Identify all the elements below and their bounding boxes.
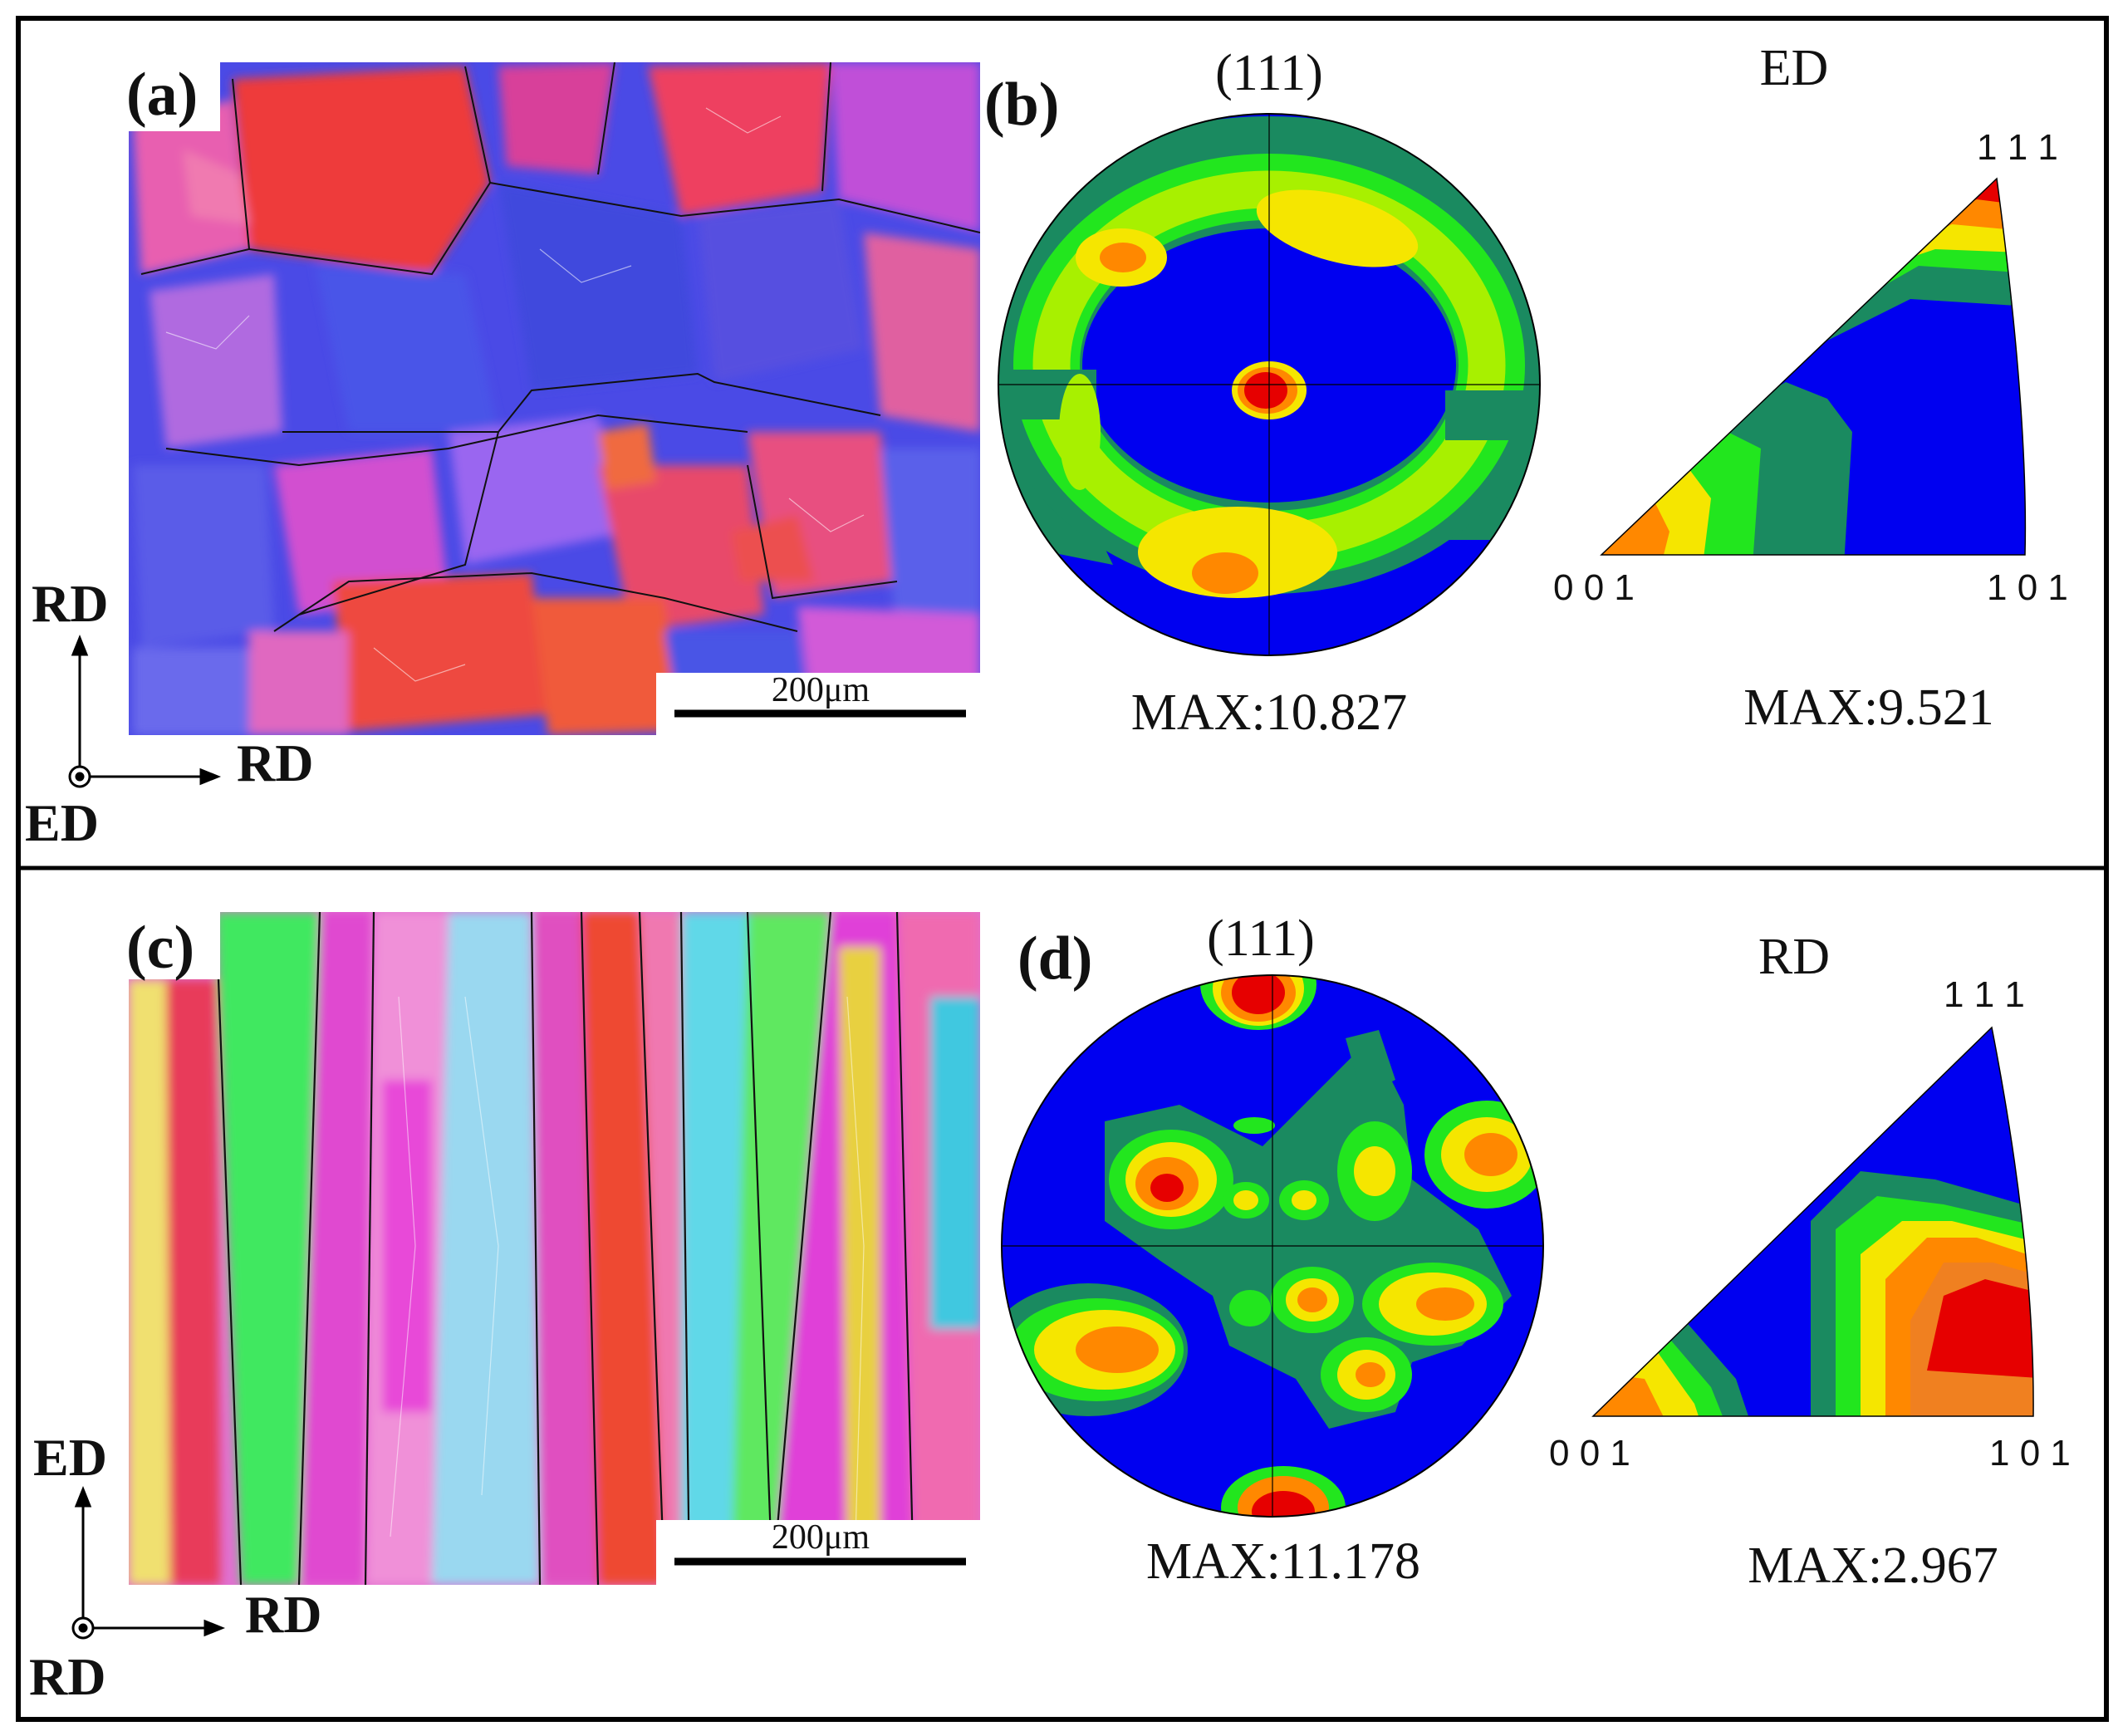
ipf-corner-right-b: 1 0 1: [1987, 567, 2068, 608]
ipf-corner-left-b: 0 0 1: [1553, 567, 1635, 608]
pole-figure-d: [1001, 974, 1544, 1518]
inverse-pole-figure-b: [1600, 177, 2027, 556]
ebsd-map-a: [129, 62, 980, 735]
axis-normal-label-c: RD: [29, 1647, 105, 1706]
axes-indicator-a: [68, 634, 222, 788]
pole-figure-title-d: (111): [1207, 910, 1315, 967]
inverse-pole-figure-d: [1591, 1026, 2034, 1417]
panel-label-d: (d): [1017, 924, 1092, 993]
panel-label-b: (b): [984, 71, 1059, 139]
ipf-title-b: ED: [1760, 40, 1829, 96]
panel-label-a: (a): [126, 61, 198, 129]
pole-figure-b: [998, 113, 1541, 656]
pole-figure-max-d: MAX:11.178: [1146, 1533, 1420, 1590]
axis-vertical-label-a: RD: [32, 574, 108, 633]
axis-vertical-label-c: ED: [33, 1428, 107, 1487]
ipf-corner-left-d: 0 0 1: [1549, 1433, 1630, 1474]
ipf-title-d: RD: [1758, 929, 1830, 985]
scale-bar-label-c: 200μm: [772, 1518, 870, 1557]
pole-figure-max-b: MAX:10.827: [1131, 684, 1407, 741]
axis-horizontal-label-c: RD: [245, 1585, 321, 1644]
pole-figure-title-b: (111): [1215, 45, 1323, 101]
axes-indicator-c: [71, 1485, 226, 1640]
ebsd-map-c: [129, 912, 980, 1585]
ipf-max-d: MAX:2.967: [1748, 1537, 1998, 1594]
axis-horizontal-label-a: RD: [237, 733, 313, 792]
panel-label-c: (c): [126, 914, 194, 982]
ipf-max-b: MAX:9.521: [1743, 679, 1993, 736]
axis-normal-label-a: ED: [25, 793, 99, 852]
scale-bar-label-a: 200μm: [772, 671, 870, 709]
ipf-corner-top-d: 1 1 1: [1944, 974, 2025, 1015]
ipf-corner-top-b: 1 1 1: [1977, 127, 2058, 168]
ipf-corner-right-d: 1 0 1: [1989, 1433, 2071, 1474]
